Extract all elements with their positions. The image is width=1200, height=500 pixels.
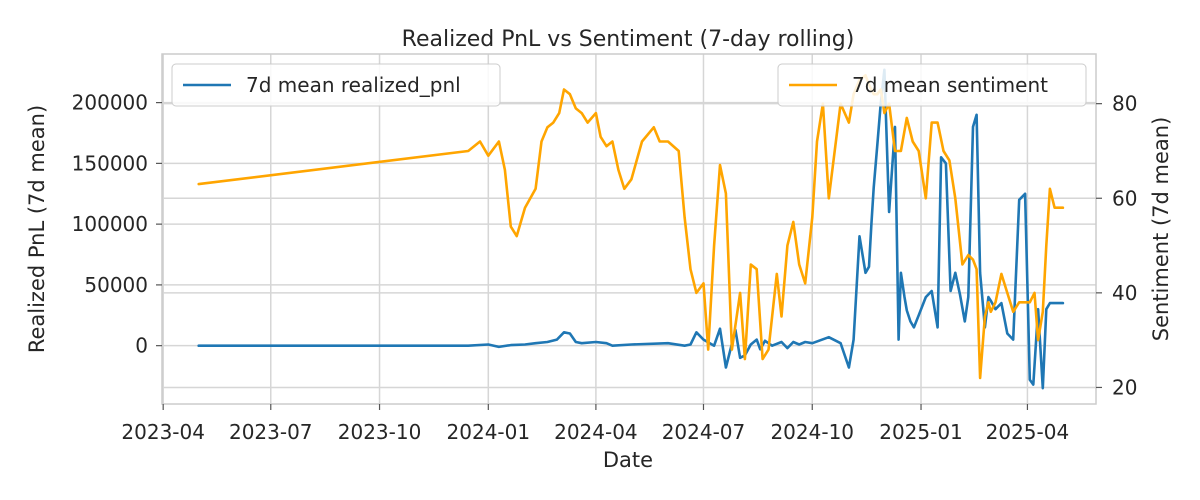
x-tick-label: 2024-10 [770,420,854,444]
x-tick-label: 2023-10 [338,420,422,444]
legend-right: 7d mean sentiment [777,63,1087,107]
y-left-tick-label: 0 [135,334,148,358]
y-left-tick-label: 150000 [72,151,148,175]
x-tick-label: 2024-07 [662,420,746,444]
y-right-tick-label: 20 [1112,375,1137,399]
series-line-sentiment [197,74,1065,380]
x-tick-label: 2024-04 [554,420,638,444]
y-left-tick-label: 50000 [84,273,148,297]
x-tick-label: 2023-04 [121,420,205,444]
y-left-tick-label: 100000 [72,212,148,236]
y-right-axis-ticks: 20 40 60 80 [1096,92,1137,399]
legend-left: 7d mean realized_pnl [171,63,501,107]
x-axis-ticks: 2023-04 2023-07 2023-10 2024-01 2024-04 2024-… [121,404,1069,444]
y-right-axis-title: Sentiment (7d mean) [1149,117,1173,342]
y-right-tick-label: 40 [1112,281,1137,305]
y-left-axis-title: Realized PnL (7d mean) [25,105,49,353]
legend-label-realized-pnl: 7d mean realized_pnl [246,73,461,97]
y-right-tick-label: 60 [1112,186,1137,210]
plot-lines [197,68,1065,390]
legend-label-sentiment: 7d mean sentiment [852,73,1048,97]
y-left-tick-label: 200000 [72,91,148,115]
x-tick-label: 2025-01 [879,420,963,444]
chart-title: Realized PnL vs Sentiment (7-day rolling… [402,27,855,52]
x-tick-label: 2025-04 [986,420,1070,444]
x-tick-label: 2024-01 [447,420,531,444]
y-left-axis-ticks: 0 50000 100000 150000 200000 [72,91,162,358]
y-right-tick-label: 80 [1112,92,1137,116]
x-axis-title: Date [603,448,653,472]
x-tick-label: 2023-07 [229,420,313,444]
plot-frame [161,53,1097,405]
